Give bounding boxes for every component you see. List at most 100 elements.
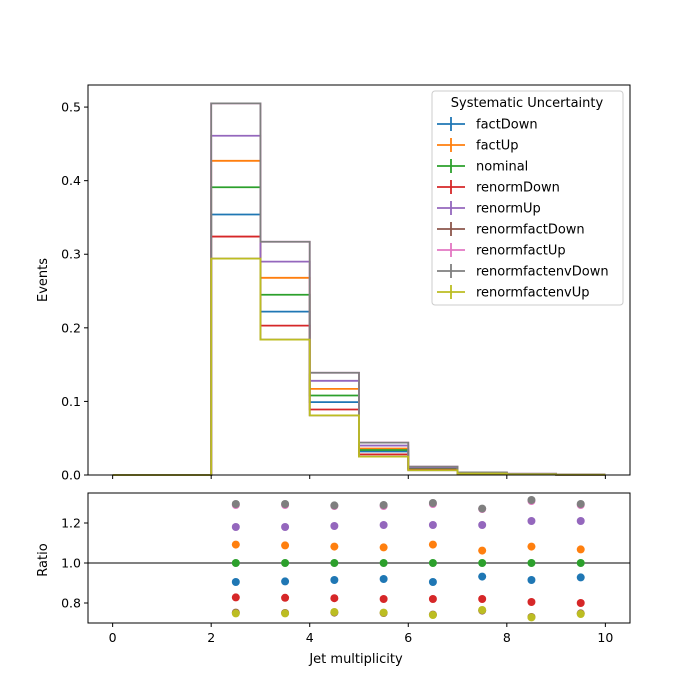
ratio-point-factUp (330, 542, 339, 551)
ratio-point-factUp (428, 540, 437, 549)
ratio-plot-frame (87, 492, 631, 624)
ratio-point-factDown (231, 578, 240, 586)
legend: Systematic Uncertainty factDown factUp nom… (431, 90, 624, 306)
ratio-y-tick-label: 1.2 (61, 516, 81, 531)
legend-entries: factDown factUp nominal renormDown renormUp r… (437, 117, 609, 301)
legend-title: Systematic Uncertainty (451, 96, 604, 111)
ratio-point-nominal (428, 559, 437, 567)
ratio-point-factDown (379, 575, 388, 583)
bottom-panel: 0.8 1.0 1.2 0 2 4 6 8 10 Ratio Jet multiplicity (36, 492, 631, 667)
ratio-point-renormDown (281, 593, 290, 602)
ratio-point-renormDown (478, 595, 487, 603)
ratio-point-renormUp (379, 521, 388, 529)
ratio-point-renormUp (330, 522, 339, 530)
legend-entry-renormfactDown: renormfactDown (437, 222, 585, 238)
ratio-point-renormDown (576, 599, 585, 607)
legend-label: renormfactDown (476, 223, 585, 238)
ratio-point-factDown (527, 576, 536, 584)
legend-entry-renormfactenvDown: renormfactenvDown (437, 264, 609, 280)
ratio-series-renormfactenvDown (231, 496, 585, 513)
ratio-point-renormUp (231, 523, 240, 531)
x-tick-label: 8 (503, 630, 511, 645)
legend-label: factUp (476, 139, 519, 154)
ratio-point-factUp (231, 540, 240, 549)
top-panel: 0.0 0.1 0.2 0.3 0.4 0.5 Events Systematic Unc… (36, 84, 631, 483)
ratio-series-renormfactenvUp (231, 606, 585, 622)
ratio-point-renormDown (428, 595, 437, 603)
ratio-series-renormDown (231, 593, 585, 607)
legend-box (431, 90, 624, 306)
ratio-point-renormUp (527, 517, 536, 525)
ratio-x-ticks: 0 2 4 6 8 10 (109, 623, 613, 645)
legend-label: renormfactUp (476, 244, 566, 259)
ratio-y-tick-label: 0.8 (61, 596, 81, 611)
x-tick-label: 4 (306, 630, 314, 645)
ratio-point-renormfactenvDown (281, 500, 290, 508)
ratio-series-factDown (231, 572, 585, 586)
ratio-y-tick-label: 1.0 (61, 556, 81, 571)
top-x-ticks (112, 475, 606, 479)
ratio-point-renormfactenvUp (231, 609, 240, 618)
ratio-point-renormDown (330, 594, 339, 603)
step-series-renormfactenvUp (112, 257, 606, 476)
x-tick-label: 2 (207, 630, 215, 645)
ratio-point-renormfactenvDown (379, 501, 388, 509)
ratio-point-renormDown (379, 595, 388, 603)
ratio-point-factUp (478, 546, 487, 555)
x-tick-label: 10 (597, 630, 613, 645)
ratio-series-nominal (231, 559, 585, 567)
top-y-tick-label: 0.0 (61, 468, 81, 483)
top-y-tick-label: 0.3 (61, 247, 81, 262)
ratio-point-factDown (478, 572, 487, 581)
x-tick-label: 0 (109, 630, 117, 645)
top-y-axis-title: Events (36, 258, 51, 302)
ratio-point-renormfactenvDown (330, 501, 339, 510)
ratio-point-nominal (330, 559, 339, 567)
top-y-tick-label: 0.2 (61, 320, 81, 335)
ratio-point-factUp (281, 541, 290, 550)
ratio-point-nominal (576, 559, 585, 567)
ratio-point-factUp (379, 543, 388, 552)
legend-entry-factUp: factUp (437, 138, 519, 154)
top-y-tick-label: 0.4 (61, 173, 81, 188)
step-line-renormfactenvUp (112, 257, 606, 476)
ratio-point-renormUp (576, 517, 585, 525)
ratio-point-renormfactenvDown (576, 500, 585, 508)
ratio-point-factDown (576, 573, 585, 582)
ratio-series-renormUp (231, 517, 585, 531)
legend-entry-renormDown: renormDown (437, 180, 560, 196)
ratio-point-factUp (527, 542, 536, 551)
ratio-point-nominal (281, 559, 290, 567)
ratio-y-axis-title: Ratio (36, 543, 51, 576)
ratio-point-factUp (576, 545, 585, 554)
ratio-point-nominal (231, 559, 240, 567)
ratio-point-renormfactenvUp (379, 608, 388, 617)
ratio-point-renormfactenvUp (478, 606, 487, 614)
legend-label: renormfactenvDown (476, 265, 609, 280)
top-plot-frame (87, 84, 631, 476)
ratio-point-factDown (281, 577, 290, 586)
ratio-point-renormfactenvUp (330, 608, 339, 616)
ratio-point-factDown (330, 576, 339, 584)
ratio-point-renormfactenvDown (231, 500, 240, 508)
ratio-point-renormfactenvUp (281, 609, 290, 618)
ratio-point-nominal (379, 559, 388, 567)
ratio-point-factDown (428, 578, 437, 586)
ratio-point-renormfactenvUp (428, 611, 437, 619)
legend-label: renormDown (476, 181, 560, 196)
ratio-point-renormDown (231, 593, 240, 602)
ratio-series-group (231, 496, 585, 622)
ratio-point-renormDown (527, 598, 536, 606)
top-y-tick-label: 0.1 (61, 394, 81, 409)
top-y-tick-label: 0.5 (61, 100, 81, 115)
ratio-point-renormUp (478, 521, 487, 529)
legend-entry-factDown: factDown (437, 117, 538, 133)
legend-label: nominal (476, 160, 528, 175)
x-tick-label: 6 (404, 630, 412, 645)
ratio-point-renormfactenvDown (478, 504, 487, 513)
legend-label: renormUp (476, 202, 541, 217)
ratio-point-renormUp (428, 521, 437, 529)
ratio-point-renormUp (281, 523, 290, 531)
legend-label: renormfactenvUp (476, 286, 590, 301)
